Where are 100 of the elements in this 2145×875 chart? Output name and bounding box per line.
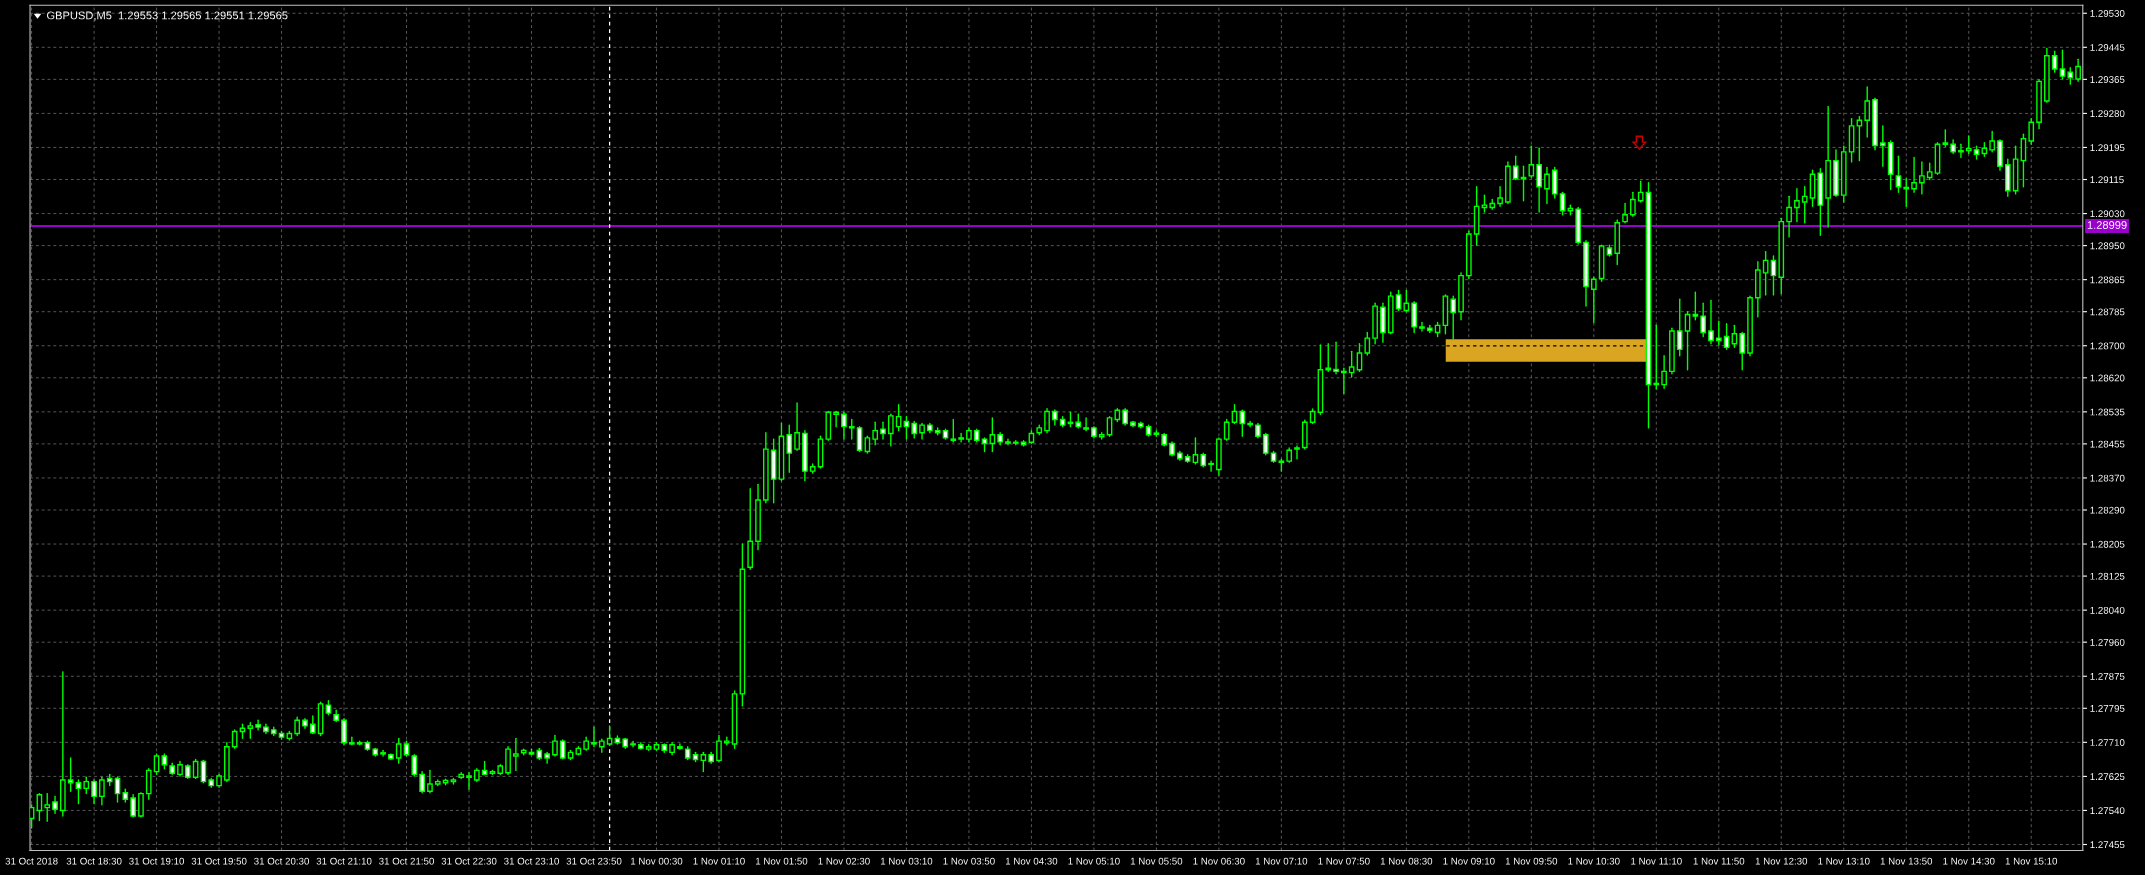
candlestick bbox=[1715, 320, 1722, 346]
candlestick bbox=[1551, 166, 1558, 199]
candlestick bbox=[1348, 350, 1355, 378]
candlestick bbox=[1223, 418, 1230, 441]
candlestick bbox=[1684, 311, 1691, 371]
candlestick bbox=[395, 737, 402, 764]
candlestick bbox=[559, 739, 566, 760]
x-tick-label: 1 Nov 01:10 bbox=[693, 857, 745, 865]
candlestick bbox=[1208, 460, 1214, 472]
candlestick bbox=[1630, 191, 1636, 218]
candlestick bbox=[1528, 145, 1535, 179]
candlestick bbox=[1536, 147, 1542, 213]
candlestick bbox=[1450, 295, 1457, 341]
x-tick-label: 1 Nov 10:30 bbox=[1568, 857, 1620, 865]
candlestick bbox=[1911, 156, 1917, 194]
candlestick bbox=[841, 411, 847, 440]
candlestick bbox=[1083, 417, 1089, 432]
x-tick-label: 1 Nov 00:30 bbox=[631, 857, 683, 865]
x-tick-label: 1 Nov 07:50 bbox=[1318, 857, 1370, 865]
x-tick-label: 31 Oct 23:50 bbox=[566, 857, 622, 865]
y-tick-label: 1.28620 bbox=[2090, 374, 2125, 382]
candlestick bbox=[1262, 432, 1269, 456]
candlestick bbox=[75, 779, 82, 805]
x-tick-label: 1 Nov 13:10 bbox=[1818, 857, 1870, 865]
candlestick bbox=[716, 734, 722, 763]
x-tick-label: 1 Nov 12:30 bbox=[1755, 857, 1808, 865]
y-tick-label: 1.27875 bbox=[2090, 672, 2125, 680]
candlestick bbox=[1294, 445, 1300, 460]
candlestick bbox=[294, 716, 301, 737]
candlestick bbox=[1512, 155, 1519, 181]
x-tick-label: 1 Nov 11:50 bbox=[1693, 857, 1745, 865]
candlestick bbox=[1653, 324, 1660, 390]
candlestick bbox=[848, 418, 855, 440]
ref-line-label: 1.28999 bbox=[2087, 221, 2127, 229]
candlestick bbox=[466, 772, 472, 790]
y-tick-label: 1.29530 bbox=[2090, 10, 2125, 17]
candlestick bbox=[505, 746, 511, 776]
candlestick bbox=[950, 418, 957, 443]
x-tick-label: 31 Oct 19:10 bbox=[129, 857, 185, 865]
y-tick-label: 1.28785 bbox=[2090, 308, 2125, 316]
x-tick-label: 31 Oct 20:30 bbox=[254, 857, 310, 865]
candlestick bbox=[1739, 331, 1746, 371]
candlestick bbox=[1692, 291, 1699, 321]
x-tick-label: 31 Oct 23:10 bbox=[504, 857, 559, 865]
candlestick bbox=[130, 794, 136, 818]
candlestick bbox=[1239, 409, 1246, 437]
candlestick bbox=[1395, 289, 1402, 312]
candlestick bbox=[1661, 355, 1667, 389]
y-tick-label: 1.28700 bbox=[2090, 342, 2125, 350]
candlestick bbox=[833, 410, 839, 428]
x-tick-label: 31 Oct 21:50 bbox=[379, 857, 434, 865]
x-tick-label: 1 Nov 13:50 bbox=[1880, 857, 1933, 865]
x-tick-label: 31 Oct 19:50 bbox=[191, 857, 247, 865]
y-tick-label: 1.27710 bbox=[2090, 739, 2125, 746]
chart-title: GBPUSD,M5 1.29553 1.29565 1.29551 1.29565 bbox=[47, 11, 288, 21]
x-tick-label: 1 Nov 09:50 bbox=[1505, 857, 1558, 865]
candlestick bbox=[1895, 155, 1902, 194]
candlestick bbox=[1364, 331, 1371, 356]
x-tick-label: 1 Nov 02:30 bbox=[818, 857, 870, 865]
candlestick bbox=[880, 421, 886, 440]
x-tick-label: 31 Oct 18:30 bbox=[66, 857, 122, 865]
candlestick bbox=[1341, 367, 1347, 395]
y-tick-label: 1.29445 bbox=[2090, 44, 2125, 51]
candlestick bbox=[67, 757, 74, 792]
candlestick bbox=[1762, 250, 1769, 296]
candlestick bbox=[1919, 161, 1925, 195]
y-tick-label: 1.28865 bbox=[2090, 276, 2125, 284]
candlestick bbox=[2075, 58, 2081, 83]
candlestick bbox=[1590, 276, 1597, 324]
y-tick-label: 1.29365 bbox=[2090, 76, 2125, 83]
x-tick-label: 1 Nov 15:10 bbox=[2005, 857, 2058, 865]
candlestick bbox=[872, 421, 879, 446]
candlestick bbox=[349, 736, 355, 746]
candlestick bbox=[145, 768, 152, 800]
y-tick-label: 1.29195 bbox=[2090, 144, 2125, 152]
candlestick bbox=[1192, 437, 1199, 465]
y-tick-label: 1.27625 bbox=[2090, 773, 2125, 781]
x-tick-label: 1 Nov 14:30 bbox=[1943, 857, 1995, 865]
candlestick bbox=[1497, 186, 1503, 208]
candlestick bbox=[44, 792, 51, 822]
candlestick bbox=[1231, 403, 1238, 425]
y-tick-label: 1.29030 bbox=[2090, 210, 2125, 218]
candlestick bbox=[1637, 180, 1644, 203]
candlestick bbox=[255, 719, 261, 731]
y-tick-label: 1.27960 bbox=[2090, 638, 2125, 646]
x-tick-label: 1 Nov 05:50 bbox=[1130, 857, 1183, 865]
y-tick-label: 1.28950 bbox=[2090, 242, 2125, 250]
x-tick-label: 1 Nov 01:50 bbox=[755, 857, 808, 865]
candlestick bbox=[1723, 323, 1730, 351]
candlestick bbox=[1333, 341, 1339, 375]
x-tick-label: 1 Nov 04:30 bbox=[1005, 857, 1058, 865]
candlestick bbox=[1786, 195, 1792, 238]
candlestick bbox=[1676, 298, 1683, 357]
candlestick bbox=[786, 424, 793, 474]
y-tick-label: 1.28455 bbox=[2090, 440, 2125, 448]
candlestick bbox=[1958, 143, 1964, 159]
candlestick bbox=[2051, 50, 2058, 73]
candlestick bbox=[411, 754, 418, 777]
candlestick bbox=[513, 737, 519, 772]
candlestick bbox=[1044, 407, 1050, 434]
